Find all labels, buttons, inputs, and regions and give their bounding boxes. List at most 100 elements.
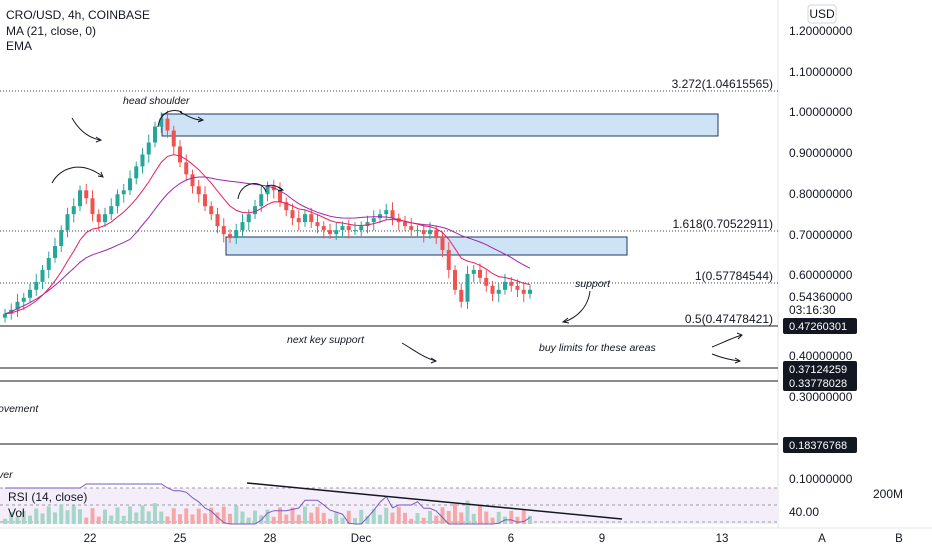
candle[interactable] xyxy=(215,214,220,227)
candle[interactable] xyxy=(353,230,357,232)
candle[interactable] xyxy=(403,222,407,227)
candle[interactable] xyxy=(284,202,289,211)
candle[interactable] xyxy=(421,230,426,235)
candle[interactable] xyxy=(440,238,445,250)
candle[interactable] xyxy=(315,222,320,227)
candle[interactable] xyxy=(165,118,170,131)
candle[interactable] xyxy=(415,230,420,232)
candle[interactable] xyxy=(459,289,464,302)
candle[interactable] xyxy=(309,214,314,223)
candle[interactable] xyxy=(146,142,151,155)
candle[interactable] xyxy=(496,289,501,294)
ema-indicator-label[interactable]: EMA xyxy=(6,39,32,53)
candle[interactable] xyxy=(46,257,51,270)
candle[interactable] xyxy=(134,166,139,179)
candle[interactable] xyxy=(103,214,107,223)
candle[interactable] xyxy=(190,174,195,187)
candle[interactable] xyxy=(253,206,257,215)
vol-label[interactable]: Vol xyxy=(8,506,25,520)
candle[interactable] xyxy=(240,222,245,231)
candle[interactable] xyxy=(84,190,89,199)
symbol-title[interactable]: CRO/USD, 4h, COINBASE xyxy=(6,8,150,22)
ma-indicator-label[interactable]: MA (21, close, 0) xyxy=(6,24,96,38)
candle[interactable] xyxy=(434,230,439,239)
candle[interactable] xyxy=(171,130,176,147)
resistance-zone-lower[interactable] xyxy=(225,236,628,256)
auto-scale-button[interactable]: A xyxy=(818,533,826,545)
candle[interactable] xyxy=(3,313,7,318)
candle[interactable] xyxy=(509,281,514,286)
level-box[interactable] xyxy=(783,375,857,391)
candle[interactable] xyxy=(303,214,307,223)
candle[interactable] xyxy=(234,230,239,239)
candle[interactable] xyxy=(371,218,376,223)
candle[interactable] xyxy=(384,210,389,215)
level-box[interactable] xyxy=(783,437,857,453)
candle[interactable] xyxy=(478,269,482,278)
candle[interactable] xyxy=(265,186,270,195)
candle[interactable] xyxy=(96,214,101,223)
candle[interactable] xyxy=(484,277,489,286)
candle[interactable] xyxy=(465,273,470,302)
candle[interactable] xyxy=(378,214,382,219)
candle[interactable] xyxy=(71,206,76,215)
candle[interactable] xyxy=(228,234,232,239)
candle[interactable] xyxy=(196,186,201,195)
candle[interactable] xyxy=(121,190,126,195)
candle[interactable] xyxy=(246,214,251,223)
b-button[interactable]: B xyxy=(895,533,903,545)
candle[interactable] xyxy=(90,198,95,215)
candle[interactable] xyxy=(503,281,507,290)
candle[interactable] xyxy=(296,218,301,223)
candle[interactable] xyxy=(365,222,370,227)
candle[interactable] xyxy=(328,230,332,235)
level-box[interactable] xyxy=(783,318,857,334)
candle[interactable] xyxy=(340,226,345,231)
candle[interactable] xyxy=(59,230,64,247)
candle[interactable] xyxy=(221,226,226,235)
candle[interactable] xyxy=(359,226,364,231)
candle[interactable] xyxy=(528,289,532,294)
candle[interactable] xyxy=(65,214,70,231)
candle[interactable] xyxy=(28,289,32,298)
candle[interactable] xyxy=(34,281,39,290)
candle[interactable] xyxy=(290,210,295,219)
candle[interactable] xyxy=(115,194,120,207)
candle[interactable] xyxy=(278,190,282,203)
candle[interactable] xyxy=(128,178,132,191)
candle[interactable] xyxy=(334,230,339,235)
candle[interactable] xyxy=(490,285,495,294)
candle[interactable] xyxy=(184,162,189,175)
volume-bar xyxy=(478,505,482,524)
candle[interactable] xyxy=(321,226,326,231)
volume-bar xyxy=(134,512,139,524)
buy-arrow-up xyxy=(711,334,743,348)
candle[interactable] xyxy=(109,206,114,215)
rsi-label[interactable]: RSI (14, close) xyxy=(8,490,87,504)
candle[interactable] xyxy=(203,194,207,207)
candle[interactable] xyxy=(446,250,451,270)
candle[interactable] xyxy=(159,118,164,127)
currency-button[interactable] xyxy=(807,4,837,24)
candle[interactable] xyxy=(259,194,264,207)
candle[interactable] xyxy=(21,297,26,302)
candle[interactable] xyxy=(409,226,414,231)
resistance-zone-upper[interactable] xyxy=(161,113,719,137)
candle[interactable] xyxy=(521,289,526,294)
candle[interactable] xyxy=(390,210,395,219)
candle[interactable] xyxy=(53,246,57,258)
candle[interactable] xyxy=(140,154,145,167)
rsi-divergence-line[interactable] xyxy=(246,482,623,520)
candle[interactable] xyxy=(346,226,351,231)
candle[interactable] xyxy=(209,206,214,215)
candle[interactable] xyxy=(40,269,45,282)
candle[interactable] xyxy=(78,190,82,207)
candle[interactable] xyxy=(428,230,432,235)
candle[interactable] xyxy=(153,126,157,143)
candle[interactable] xyxy=(15,301,20,310)
candle[interactable] xyxy=(178,146,182,163)
candle[interactable] xyxy=(471,269,476,274)
candle[interactable] xyxy=(515,285,520,290)
level-box[interactable] xyxy=(783,361,857,377)
candle[interactable] xyxy=(453,269,457,290)
